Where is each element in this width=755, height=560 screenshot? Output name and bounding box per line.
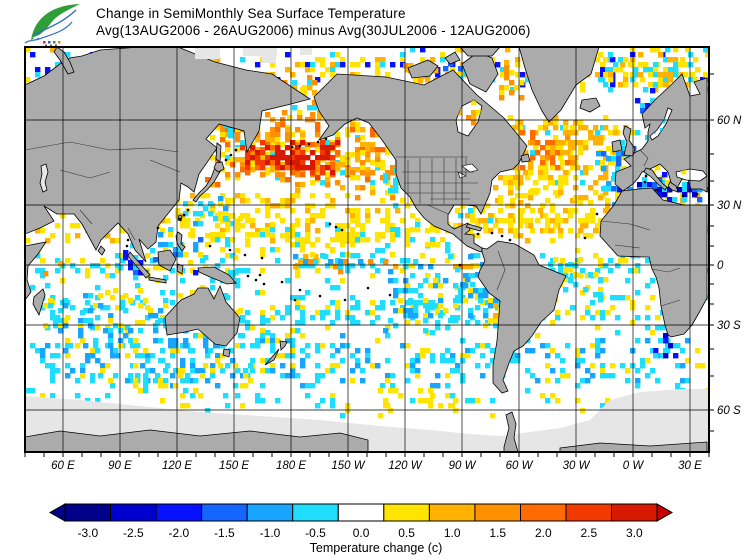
longitude-axis: 60 E 90 E 120 E 150 E 180 E 150 W 120 W … bbox=[51, 460, 702, 472]
colorbar-labels: -3.0 -2.5 -2.0 -1.5 -1.0 -0.5 0.0 0.5 1.… bbox=[77, 526, 643, 540]
axis-ticks bbox=[24, 73, 714, 457]
logo-caption-marks bbox=[43, 41, 61, 47]
colorbar-caption: Temperature change (c) bbox=[310, 541, 443, 555]
colorbar-segment bbox=[337, 503, 385, 522]
colorbar-tick-label: 1.5 bbox=[489, 526, 506, 540]
colorbar-tick-label: 0.5 bbox=[398, 526, 415, 540]
colorbar-tick-label: 3.0 bbox=[626, 526, 643, 540]
lon-label: 150 W bbox=[331, 460, 365, 472]
map-plot-area bbox=[25, 47, 709, 452]
colorbar-tick-label: 1.0 bbox=[444, 526, 461, 540]
lon-label: 120 E bbox=[162, 460, 192, 472]
colorbar: -3.0 -2.5 -2.0 -1.5 -1.0 -0.5 0.0 0.5 1.… bbox=[48, 503, 674, 555]
colorbar-segment bbox=[246, 503, 294, 522]
lat-label: 30 S bbox=[717, 320, 741, 332]
lon-label: 90 E bbox=[108, 460, 132, 472]
colorbar-segment bbox=[383, 503, 430, 522]
land-masses bbox=[25, 47, 708, 394]
colorbar-segment bbox=[64, 503, 112, 522]
wave-icon bbox=[24, 37, 40, 44]
map-titles: Change in SemiMonthly Sea Surface Temper… bbox=[96, 5, 531, 39]
colorbar-tick-label: 0.0 bbox=[353, 526, 370, 540]
colorbar-segment bbox=[201, 503, 248, 522]
colorbar-segment bbox=[292, 503, 339, 522]
lat-label: 0 bbox=[717, 260, 724, 272]
colorbar-tick-label: -0.5 bbox=[305, 526, 326, 540]
lon-label: 180 E bbox=[276, 460, 306, 472]
colorbar-segment bbox=[155, 503, 203, 522]
lat-label: 30 N bbox=[717, 200, 742, 212]
agency-logo bbox=[24, 1, 86, 52]
lon-label: 90 W bbox=[449, 460, 477, 472]
lon-label: 0 W bbox=[623, 460, 645, 472]
lat-label: 60 N bbox=[717, 115, 742, 127]
colorbar-tick-label: 2.0 bbox=[535, 526, 552, 540]
colorbar-tick-label: -2.5 bbox=[123, 526, 144, 540]
lon-label: 30 W bbox=[563, 460, 591, 472]
colorbar-segment bbox=[520, 503, 567, 522]
lon-label: 60 E bbox=[51, 460, 75, 472]
lat-label: 60 S bbox=[717, 405, 741, 417]
lon-label: 30 E bbox=[678, 460, 702, 472]
lon-label: 150 E bbox=[219, 460, 249, 472]
colorbar-tick-label: 2.5 bbox=[580, 526, 597, 540]
colorbar-segment bbox=[611, 503, 658, 522]
page-title: Change in SemiMonthly Sea Surface Temper… bbox=[96, 6, 406, 21]
lon-label: 60 W bbox=[506, 460, 534, 472]
colorbar-segment bbox=[565, 503, 613, 522]
colorbar-segment bbox=[110, 503, 157, 522]
colorbar-right-arrow bbox=[656, 503, 674, 522]
colorbar-segment bbox=[474, 503, 521, 522]
ice-and-antarctica bbox=[25, 47, 709, 452]
colorbar-tick-label: -3.0 bbox=[77, 526, 98, 540]
lon-label: 120 W bbox=[388, 460, 422, 472]
page-subtitle: Avg(13AUG2006 - 26AUG2006) minus Avg(30J… bbox=[96, 23, 531, 38]
colorbar-left-arrow bbox=[48, 503, 66, 522]
colorbar-tick-label: -1.5 bbox=[214, 526, 235, 540]
graticule bbox=[25, 47, 709, 452]
colorbar-tick-label: -1.0 bbox=[260, 526, 281, 540]
colorbar-tick-label: -2.0 bbox=[169, 526, 190, 540]
latitude-axis: 60 N 30 N 0 30 S 60 S bbox=[717, 115, 742, 417]
colorbar-segment bbox=[428, 503, 476, 522]
